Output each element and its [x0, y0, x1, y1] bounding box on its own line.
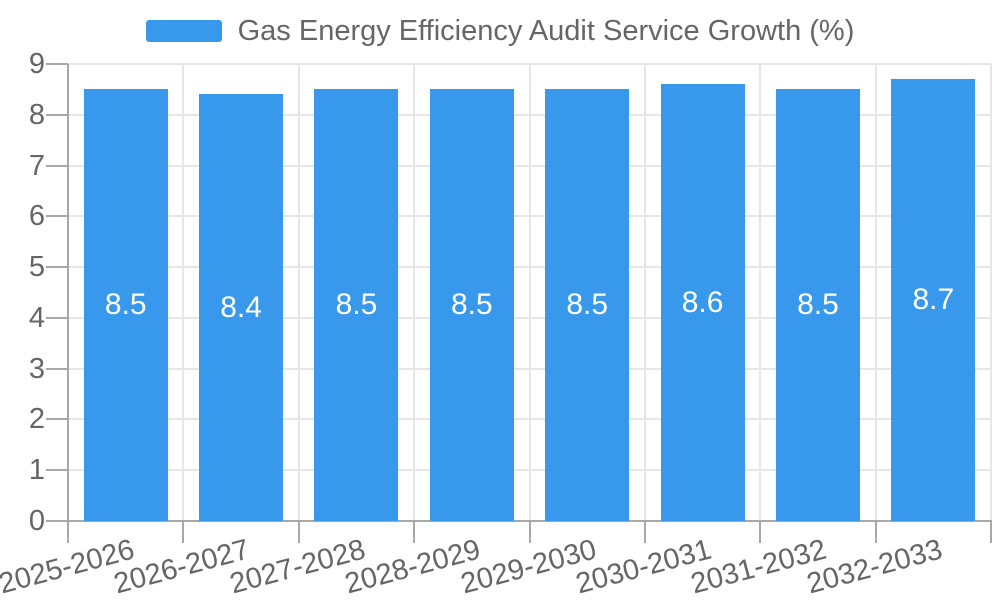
y-tick	[46, 113, 68, 116]
bar-value-label: 8.7	[912, 283, 955, 317]
bar-value-label: 8.5	[566, 288, 609, 322]
x-gridline	[528, 64, 531, 521]
y-axis-label: 3	[28, 352, 45, 385]
bar-value-label: 8.5	[450, 288, 493, 322]
x-tick	[990, 521, 992, 543]
y-axis-label: 2	[28, 403, 45, 436]
x-tick	[67, 521, 69, 543]
chart-bar[interactable]: 8.7	[891, 79, 976, 521]
y-tick	[46, 63, 68, 65]
x-gridline	[643, 64, 646, 521]
y-axis-line	[67, 64, 69, 521]
y-tick	[46, 469, 68, 472]
chart-bar[interactable]: 8.4	[199, 94, 284, 521]
x-tick	[759, 521, 762, 543]
chart-bar[interactable]: 8.5	[314, 89, 399, 521]
x-gridline	[990, 64, 992, 521]
chart-bar[interactable]: 8.5	[429, 89, 514, 521]
legend-swatch	[145, 20, 222, 42]
bar-value-label: 8.6	[681, 285, 724, 319]
x-gridline	[759, 64, 762, 521]
y-tick	[46, 215, 68, 218]
y-axis-label: 9	[28, 48, 45, 80]
bar-value-label: 8.5	[104, 288, 147, 322]
chart-bar[interactable]: 8.5	[775, 89, 860, 521]
chart-bar[interactable]: 8.5	[83, 89, 168, 521]
y-axis-label: 5	[28, 251, 45, 284]
x-axis-label: 2032-2033	[803, 533, 946, 600]
y-axis-label: 8	[28, 98, 45, 131]
x-gridline	[413, 64, 416, 521]
x-tick	[528, 521, 531, 543]
x-axis-line	[67, 520, 992, 522]
x-tick	[643, 521, 646, 543]
y-axis-label: 4	[28, 301, 45, 334]
y-tick	[46, 520, 68, 522]
legend-label: Gas Energy Efficiency Audit Service Grow…	[237, 15, 855, 47]
x-gridline	[182, 64, 185, 521]
chart-bar[interactable]: 8.5	[545, 89, 630, 521]
chart-bar[interactable]: 8.6	[660, 84, 745, 521]
y-tick	[46, 316, 68, 319]
y-axis-label: 0	[28, 505, 45, 537]
y-axis-label: 6	[28, 200, 45, 233]
x-tick	[297, 521, 300, 543]
x-tick	[413, 521, 416, 543]
y-tick	[46, 418, 68, 421]
y-axis-label: 7	[28, 149, 45, 182]
y-axis-label: 1	[28, 454, 45, 487]
bar-value-label: 8.5	[335, 288, 378, 322]
y-tick	[46, 367, 68, 370]
x-gridline	[874, 64, 877, 521]
chart-legend[interactable]: Gas Energy Efficiency Audit Service Grow…	[0, 14, 1000, 48]
x-tick	[182, 521, 185, 543]
x-gridline	[297, 64, 300, 521]
x-tick	[874, 521, 877, 543]
bar-value-label: 8.4	[220, 290, 262, 324]
y-tick	[46, 266, 68, 269]
y-tick	[46, 164, 68, 167]
bar-value-label: 8.5	[797, 288, 839, 322]
